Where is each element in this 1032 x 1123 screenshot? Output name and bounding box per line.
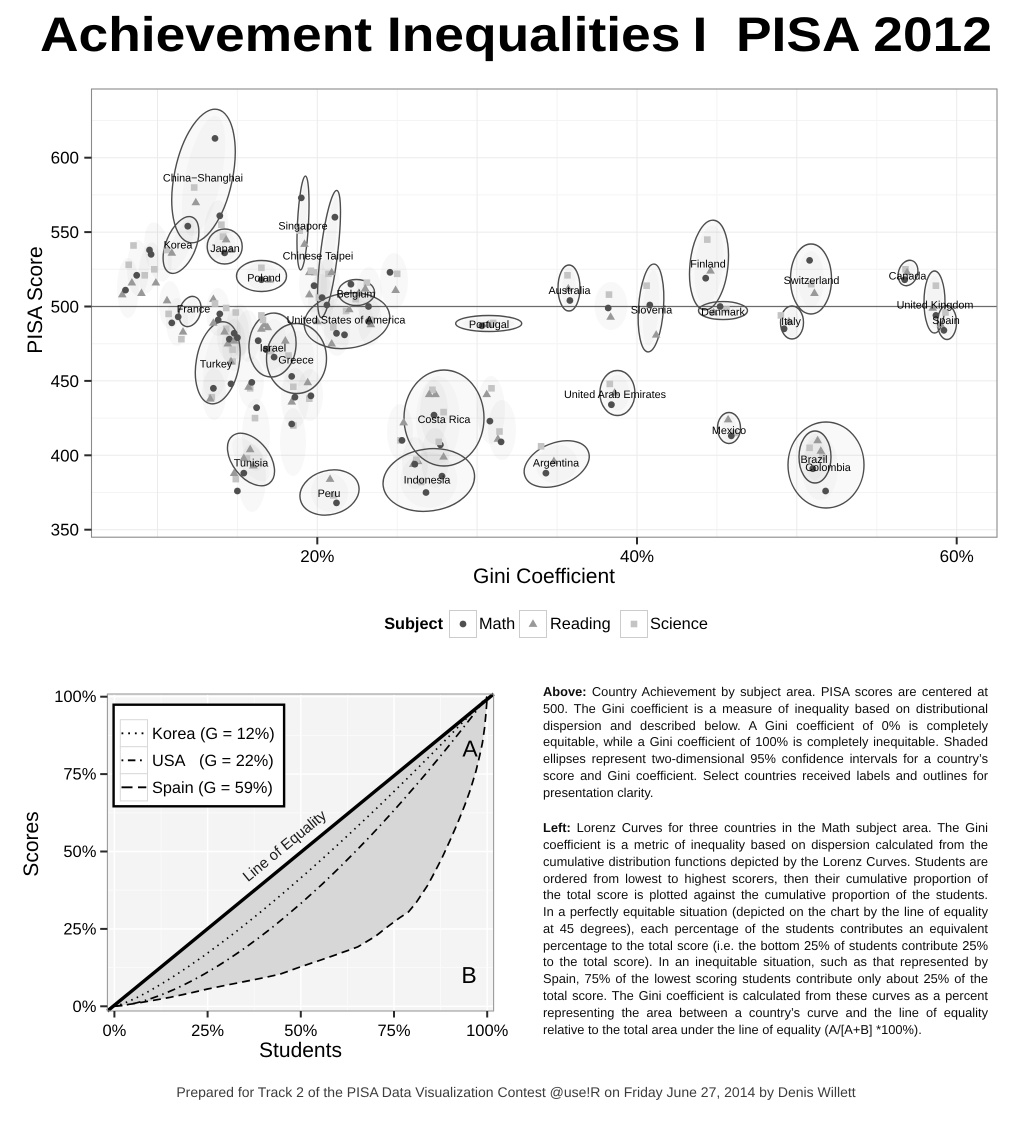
- svg-text:Poland: Poland: [247, 273, 281, 285]
- svg-text:Math: Math: [479, 615, 515, 633]
- svg-text:0%: 0%: [73, 998, 97, 1016]
- svg-text:Australia: Australia: [548, 285, 590, 297]
- svg-text:Italy: Italy: [781, 316, 801, 328]
- svg-text:100%: 100%: [466, 1022, 509, 1040]
- svg-text:350: 350: [51, 521, 79, 540]
- svg-text:Colombia: Colombia: [805, 462, 851, 474]
- svg-text:500: 500: [51, 298, 79, 317]
- svg-text:Denmark: Denmark: [701, 307, 745, 319]
- svg-text:China−Shanghai: China−Shanghai: [163, 173, 243, 185]
- svg-text:Switzerland: Switzerland: [784, 275, 840, 287]
- svg-text:Gini Coefficient: Gini Coefficient: [473, 565, 615, 588]
- svg-text:A: A: [462, 736, 478, 762]
- svg-text:Tunisia: Tunisia: [234, 458, 268, 470]
- svg-text:Argentina: Argentina: [533, 458, 579, 470]
- svg-text:Students: Students: [259, 1039, 342, 1062]
- svg-text:Korea (G = 12%): Korea (G = 12%): [152, 725, 275, 743]
- svg-text:550: 550: [51, 223, 79, 242]
- svg-text:Indonesia: Indonesia: [404, 475, 451, 487]
- svg-text:50%: 50%: [63, 843, 96, 861]
- svg-text:Finland: Finland: [690, 259, 725, 271]
- svg-text:Costa Rica: Costa Rica: [418, 414, 471, 426]
- svg-text:Science: Science: [650, 615, 708, 633]
- svg-text:0%: 0%: [102, 1022, 126, 1040]
- svg-text:Scores: Scores: [20, 811, 43, 876]
- svg-text:60%: 60%: [940, 547, 974, 566]
- svg-text:Mexico: Mexico: [712, 425, 746, 437]
- svg-text:25%: 25%: [63, 920, 96, 938]
- svg-text:United Arab Emirates: United Arab Emirates: [564, 389, 667, 401]
- svg-text:United Kingdom: United Kingdom: [897, 300, 974, 312]
- svg-text:100%: 100%: [54, 688, 97, 706]
- svg-text:Singapore: Singapore: [278, 221, 327, 233]
- svg-text:Belgium: Belgium: [336, 289, 375, 301]
- svg-text:Spain (G = 59%): Spain (G = 59%): [152, 779, 273, 797]
- svg-text:Israel: Israel: [260, 343, 286, 355]
- svg-text:Subject: Subject: [384, 615, 443, 633]
- svg-text:25%: 25%: [191, 1022, 224, 1040]
- svg-text:Chinese Taipei: Chinese Taipei: [283, 251, 354, 263]
- svg-text:PISA Score: PISA Score: [24, 246, 47, 353]
- svg-text:United States of America: United States of America: [287, 315, 406, 327]
- svg-text:450: 450: [51, 372, 79, 391]
- svg-text:75%: 75%: [377, 1022, 410, 1040]
- svg-text:France: France: [177, 304, 211, 316]
- svg-text:Peru: Peru: [318, 488, 341, 500]
- svg-text:20%: 20%: [300, 547, 334, 566]
- svg-text:Japan: Japan: [210, 243, 239, 255]
- svg-text:Portugal: Portugal: [469, 319, 509, 331]
- svg-text:50%: 50%: [284, 1022, 317, 1040]
- svg-text:400: 400: [51, 446, 79, 465]
- svg-text:75%: 75%: [63, 766, 96, 784]
- svg-text:B: B: [461, 962, 476, 988]
- svg-text:Korea: Korea: [164, 240, 193, 252]
- svg-text:Brazil: Brazil: [801, 454, 828, 466]
- svg-text:Slovenia: Slovenia: [631, 305, 672, 317]
- svg-text:Greece: Greece: [278, 355, 313, 367]
- svg-text:Reading: Reading: [550, 615, 611, 633]
- svg-text:Spain: Spain: [932, 315, 960, 327]
- svg-text:40%: 40%: [620, 547, 654, 566]
- svg-text:600: 600: [51, 149, 79, 168]
- svg-text:Canada: Canada: [889, 271, 927, 283]
- svg-text:USA (G = 22%): USA (G = 22%): [152, 752, 274, 770]
- svg-text:Turkey: Turkey: [200, 359, 233, 371]
